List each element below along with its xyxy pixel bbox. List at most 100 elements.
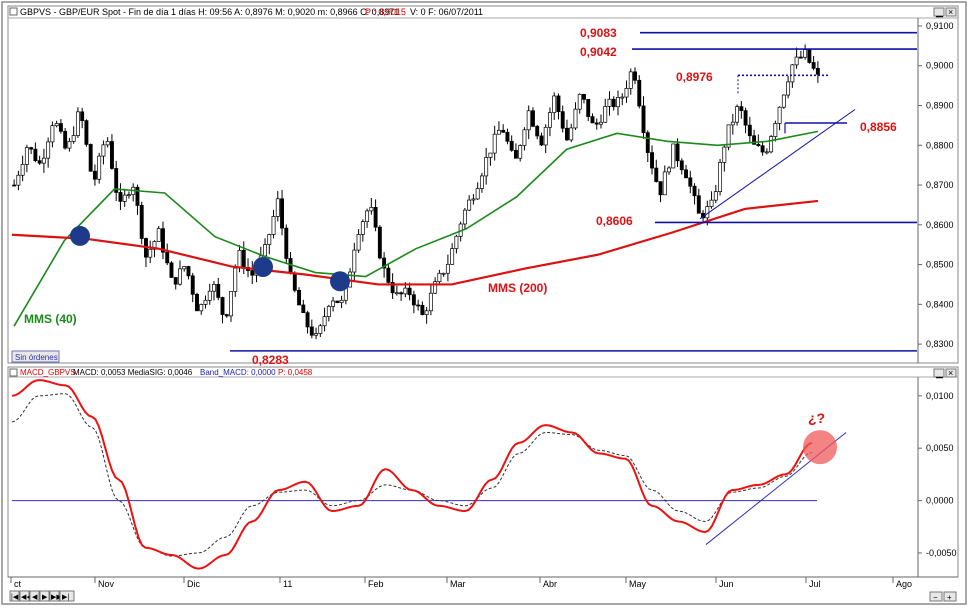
- candle-body: [582, 94, 586, 100]
- price-y-tick-label: 0,8600: [926, 220, 954, 230]
- candle-body: [420, 304, 425, 315]
- candle-body: [713, 191, 718, 201]
- candle-body: [297, 290, 302, 306]
- candle-body: [815, 67, 820, 75]
- nav-first-button[interactable]: [9, 590, 20, 602]
- level-label-8856: 0,8856: [860, 120, 897, 134]
- candle-body: [212, 284, 216, 292]
- macd-info-p: P: 0,0458: [278, 368, 313, 377]
- macd-y-tick-label: 0,0000: [926, 496, 954, 506]
- candle-body: [165, 251, 170, 264]
- nav-back-icon: ◀: [32, 594, 38, 601]
- candle-body: [80, 111, 85, 121]
- minimize-macd-panel-icon: ▁: [935, 368, 944, 379]
- candle-body: [399, 292, 404, 295]
- macd-info-values: MACD: 0,0053 MediaSIG: 0,0046: [73, 368, 193, 377]
- candle-body: [650, 152, 654, 169]
- crossover-marker: [253, 256, 273, 277]
- candle-body: [365, 210, 370, 222]
- candle-body: [552, 95, 557, 113]
- macd-info-name: MACD_GBPVS: [20, 368, 76, 377]
- nav-forward-icon: ▶: [42, 594, 48, 601]
- candle-body: [220, 297, 225, 315]
- candle-body: [484, 157, 489, 177]
- zoom-in-button[interactable]: [943, 591, 957, 602]
- candle-body: [207, 290, 212, 301]
- candle-body: [577, 94, 582, 110]
- candle-body: [386, 267, 391, 283]
- candle-body: [280, 198, 284, 229]
- price-y-tick-label: 0,8500: [926, 260, 954, 270]
- candle-body: [654, 167, 659, 182]
- candle-body: [41, 157, 46, 164]
- time-axis-label: 11: [283, 579, 292, 589]
- nav-page-forward-button[interactable]: [49, 590, 60, 602]
- price-y-tick-label: 0,9000: [926, 61, 954, 71]
- close-macd-panel-button[interactable]: [945, 368, 957, 378]
- candle-body: [548, 112, 552, 128]
- candle-body: [445, 263, 450, 274]
- nav-back-button[interactable]: [29, 590, 40, 602]
- time-axis-label: Jun: [719, 579, 734, 589]
- time-axis: ct Nov Dic 11 Feb Mar Abr May Jun Jul Ago: [10, 577, 912, 589]
- candle-body: [305, 312, 310, 328]
- nav-forward-button[interactable]: [39, 590, 50, 602]
- candle-body: [229, 291, 233, 317]
- candle-body: [730, 121, 735, 126]
- candle-body: [284, 227, 289, 259]
- candle-body: [54, 123, 59, 127]
- macd-info-band: Band_MACD: 0,0000: [200, 368, 276, 377]
- candle-body: [407, 287, 412, 296]
- candle-body: [467, 199, 472, 211]
- candle-body: [739, 106, 744, 111]
- level-label-8283: 0,8283: [252, 353, 289, 367]
- candle-body: [233, 267, 238, 292]
- candle-body: [624, 88, 629, 98]
- candle-body: [101, 144, 106, 157]
- candle-body: [416, 304, 421, 307]
- minimize-price-panel-button[interactable]: [933, 7, 945, 17]
- candle-body: [292, 272, 297, 291]
- candle-body: [428, 292, 433, 312]
- candle-body: [390, 282, 395, 294]
- macd-panel-menu-icon[interactable]: [9, 368, 18, 377]
- candle-body: [803, 49, 808, 58]
- candle-body: [535, 125, 540, 137]
- candle-body: [569, 127, 574, 141]
- candle-body: [786, 81, 791, 96]
- nav-page-back-icon: ◀◀: [21, 594, 32, 601]
- candle-body: [709, 199, 714, 207]
- panel-menu-icon[interactable]: [9, 7, 18, 16]
- zoom-out-button[interactable]: [929, 591, 943, 602]
- macd-y-axis: -0,0050 0,0000 0,0050 0,0100: [918, 391, 957, 558]
- macd-line: [11, 379, 813, 570]
- close-price-panel-button[interactable]: [945, 7, 957, 17]
- time-axis-label: Dic: [187, 579, 200, 589]
- candle-body: [756, 143, 761, 147]
- sin-ordenes-button[interactable]: [11, 350, 60, 363]
- macd-y-tick-label: -0,0050: [926, 548, 957, 558]
- nav-page-forward-icon: ▶▶: [51, 594, 62, 601]
- candle-body: [662, 171, 667, 196]
- nav-page-back-button[interactable]: [19, 590, 30, 602]
- candle-body: [50, 125, 55, 143]
- candle-body: [271, 216, 276, 235]
- candle-body: [760, 145, 765, 153]
- uptrend-line: [699, 109, 856, 220]
- candle-body: [114, 168, 119, 193]
- candle-body: [369, 207, 374, 212]
- candle-body: [241, 249, 246, 268]
- price-y-tick-label: 0,8900: [926, 101, 954, 111]
- close-price-panel-icon: ×: [948, 7, 953, 17]
- candle-body: [735, 106, 740, 123]
- candle-body: [501, 129, 506, 133]
- candle-body: [645, 132, 650, 153]
- candle-body: [301, 304, 306, 314]
- candle-body: [628, 71, 633, 89]
- candle-body: [16, 174, 21, 186]
- nav-last-button[interactable]: [59, 590, 75, 602]
- candle-body: [752, 135, 757, 145]
- candlestick-series: [12, 44, 820, 340]
- candle-body: [20, 164, 25, 176]
- minimize-macd-panel-button[interactable]: [933, 368, 945, 378]
